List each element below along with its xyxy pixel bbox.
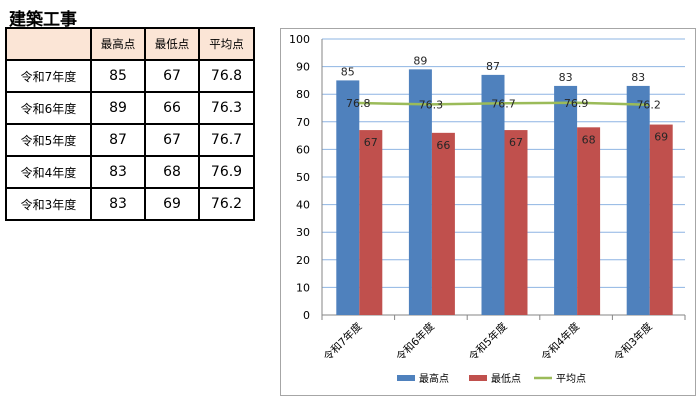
table-cell: 76.8 — [198, 59, 255, 93]
data-label: 89 — [413, 54, 427, 67]
table-cell: 76.3 — [198, 91, 255, 125]
data-label: 68 — [582, 133, 596, 146]
table-cell: 76.9 — [198, 155, 255, 189]
table-row: 令和5年度 87 67 76.7 — [5, 123, 255, 157]
table-cell: 67 — [144, 59, 200, 93]
table-cell: 87 — [90, 123, 146, 157]
score-table: 最高点 最低点 平均点 令和7年度 85 67 76.8 令和6年度 89 66… — [5, 27, 255, 221]
data-label: 76.8 — [346, 97, 371, 110]
table-cell: 89 — [90, 91, 146, 125]
table-cell: 83 — [90, 155, 146, 189]
score-chart: 0 10 20 30 40 50 60 70 80 90 100 85 89 87 83 83 67 66 67 68… — [289, 33, 686, 385]
legend-label: 最高点 — [419, 372, 449, 385]
table-row-label: 令和7年度 — [5, 59, 92, 93]
data-label: 83 — [631, 71, 645, 84]
page-title: 建築工事 — [9, 10, 77, 30]
bar-max — [626, 85, 650, 315]
x-tick-label: 令和3年度 — [611, 320, 655, 364]
table-header-cell — [5, 27, 92, 61]
y-tick-label: 30 — [296, 226, 310, 239]
legend-label: 平均点 — [556, 373, 586, 385]
bar-max — [481, 74, 505, 315]
data-label: 67 — [509, 136, 523, 149]
table-row-label: 令和3年度 — [5, 187, 92, 221]
table-header-cell: 最高点 — [90, 27, 146, 61]
y-tick-label: 80 — [296, 88, 310, 101]
legend-label: 最低点 — [491, 372, 521, 385]
y-tick-label: 50 — [296, 171, 310, 184]
bar-min — [577, 127, 601, 315]
y-tick-label: 20 — [296, 254, 310, 267]
x-tick-label: 令和7年度 — [321, 320, 365, 364]
bar-max — [336, 80, 360, 316]
y-tick-label: 40 — [296, 199, 310, 212]
data-label: 76.7 — [491, 97, 516, 110]
table-row-label: 令和6年度 — [5, 91, 92, 125]
y-tick-label: 10 — [296, 281, 310, 294]
table-row: 令和3年度 83 69 76.2 — [5, 187, 255, 221]
table-header-cell: 最低点 — [144, 27, 200, 61]
bar-max — [554, 85, 578, 315]
data-label: 66 — [436, 139, 450, 152]
bar-min — [359, 130, 383, 315]
x-tick-label: 令和4年度 — [539, 320, 583, 364]
data-label: 69 — [654, 131, 668, 144]
data-label: 85 — [341, 65, 355, 78]
average-line — [358, 101, 649, 106]
bar-min — [504, 130, 528, 315]
table-row-label: 令和4年度 — [5, 155, 92, 189]
bar-min — [649, 124, 673, 315]
table-cell: 67 — [144, 123, 200, 157]
table-row-label: 令和5年度 — [5, 123, 92, 157]
y-tick-label: 60 — [296, 143, 310, 156]
table-cell: 66 — [144, 91, 200, 125]
bar-max — [408, 69, 432, 315]
x-tick-label: 令和5年度 — [466, 320, 510, 364]
table-cell: 85 — [90, 59, 146, 93]
data-label: 87 — [486, 60, 500, 73]
table-header-row: 最高点 最低点 平均点 — [5, 27, 255, 61]
data-label: 76.2 — [636, 99, 661, 112]
table-cell: 83 — [90, 187, 146, 221]
legend-swatch — [469, 375, 487, 381]
table-cell: 76.2 — [198, 187, 255, 221]
data-label: 76.3 — [419, 98, 444, 111]
data-label: 67 — [364, 136, 378, 149]
table-row: 令和7年度 85 67 76.8 — [5, 59, 255, 93]
table-row: 令和4年度 83 68 76.9 — [5, 155, 255, 189]
data-label: 83 — [559, 71, 573, 84]
y-tick-label: 100 — [289, 33, 310, 46]
y-tick-label: 0 — [303, 309, 310, 322]
bar-min — [431, 132, 455, 315]
table-cell: 76.7 — [198, 123, 255, 157]
chart-frame: 0 10 20 30 40 50 60 70 80 90 100 85 89 87 83 83 67 66 67 68… — [280, 28, 696, 396]
table-cell: 69 — [144, 187, 200, 221]
table-header-cell: 平均点 — [198, 27, 255, 61]
y-tick-label: 90 — [296, 61, 310, 74]
table-row: 令和6年度 89 66 76.3 — [5, 91, 255, 125]
legend-swatch — [397, 375, 415, 381]
x-tick-label: 令和6年度 — [393, 320, 437, 364]
data-label: 76.9 — [564, 97, 589, 110]
y-tick-label: 70 — [296, 116, 310, 129]
table-cell: 68 — [144, 155, 200, 189]
